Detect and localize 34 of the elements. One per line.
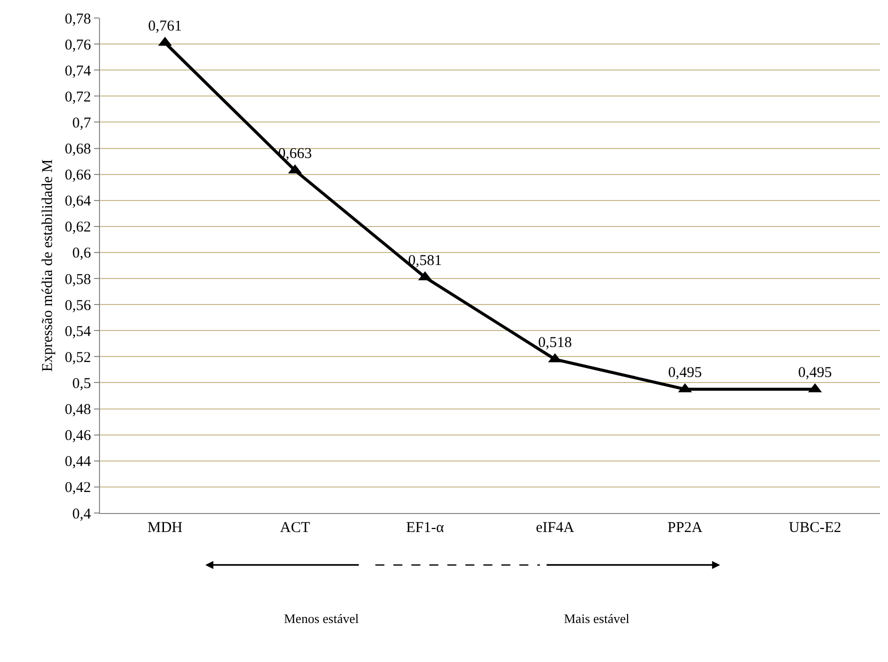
- x-tick-label: EF1-α: [406, 520, 444, 536]
- y-tick-label: 0,76: [64, 37, 92, 54]
- y-tick-label: 0,46: [64, 428, 92, 444]
- text: Mais estável: [564, 611, 630, 626]
- x-tick-label: UBC-E2: [788, 520, 842, 536]
- y-tick-label: 0,48: [64, 402, 91, 418]
- y-tick-label: 0,66: [64, 168, 92, 184]
- y-tick-label: 0,64: [64, 194, 92, 210]
- y-tick-label: 0,74: [64, 63, 92, 80]
- y-tick-label: 0,54: [64, 324, 92, 340]
- y-tick-label: 0,52: [64, 350, 91, 366]
- x-tick-label: MDH: [147, 520, 183, 536]
- data-label: 0,761: [148, 18, 182, 34]
- y-tick-label: 0,62: [64, 220, 91, 236]
- y-tick-label: 0,42: [64, 480, 91, 496]
- y-tick-label: 0,78: [64, 11, 91, 28]
- data-label: 0,495: [798, 365, 832, 381]
- y-axis-title: Expressão média de estabilidade M: [40, 159, 56, 372]
- y-tick-label: 0,56: [64, 298, 92, 314]
- y-tick-label: 0,68: [64, 142, 91, 158]
- y-tick-label: 0,4: [72, 506, 92, 522]
- y-tick-label: 0,58: [64, 272, 91, 288]
- x-tick-label: eIF4A: [536, 520, 574, 536]
- data-label: 0,495: [668, 365, 702, 381]
- x-tick-label: PP2A: [667, 520, 703, 536]
- text: Menos estável: [284, 611, 360, 626]
- data-label: 0,581: [408, 252, 442, 269]
- y-tick-label: 0,5: [72, 376, 91, 392]
- data-label: 0,518: [538, 335, 572, 352]
- y-tick-label: 0,72: [64, 89, 91, 106]
- y-tick-label: 0,7: [72, 115, 92, 132]
- y-tick-label: 0,44: [64, 454, 92, 470]
- y-tick-label: 0,6: [72, 246, 92, 262]
- x-tick-label: ACT: [280, 520, 310, 536]
